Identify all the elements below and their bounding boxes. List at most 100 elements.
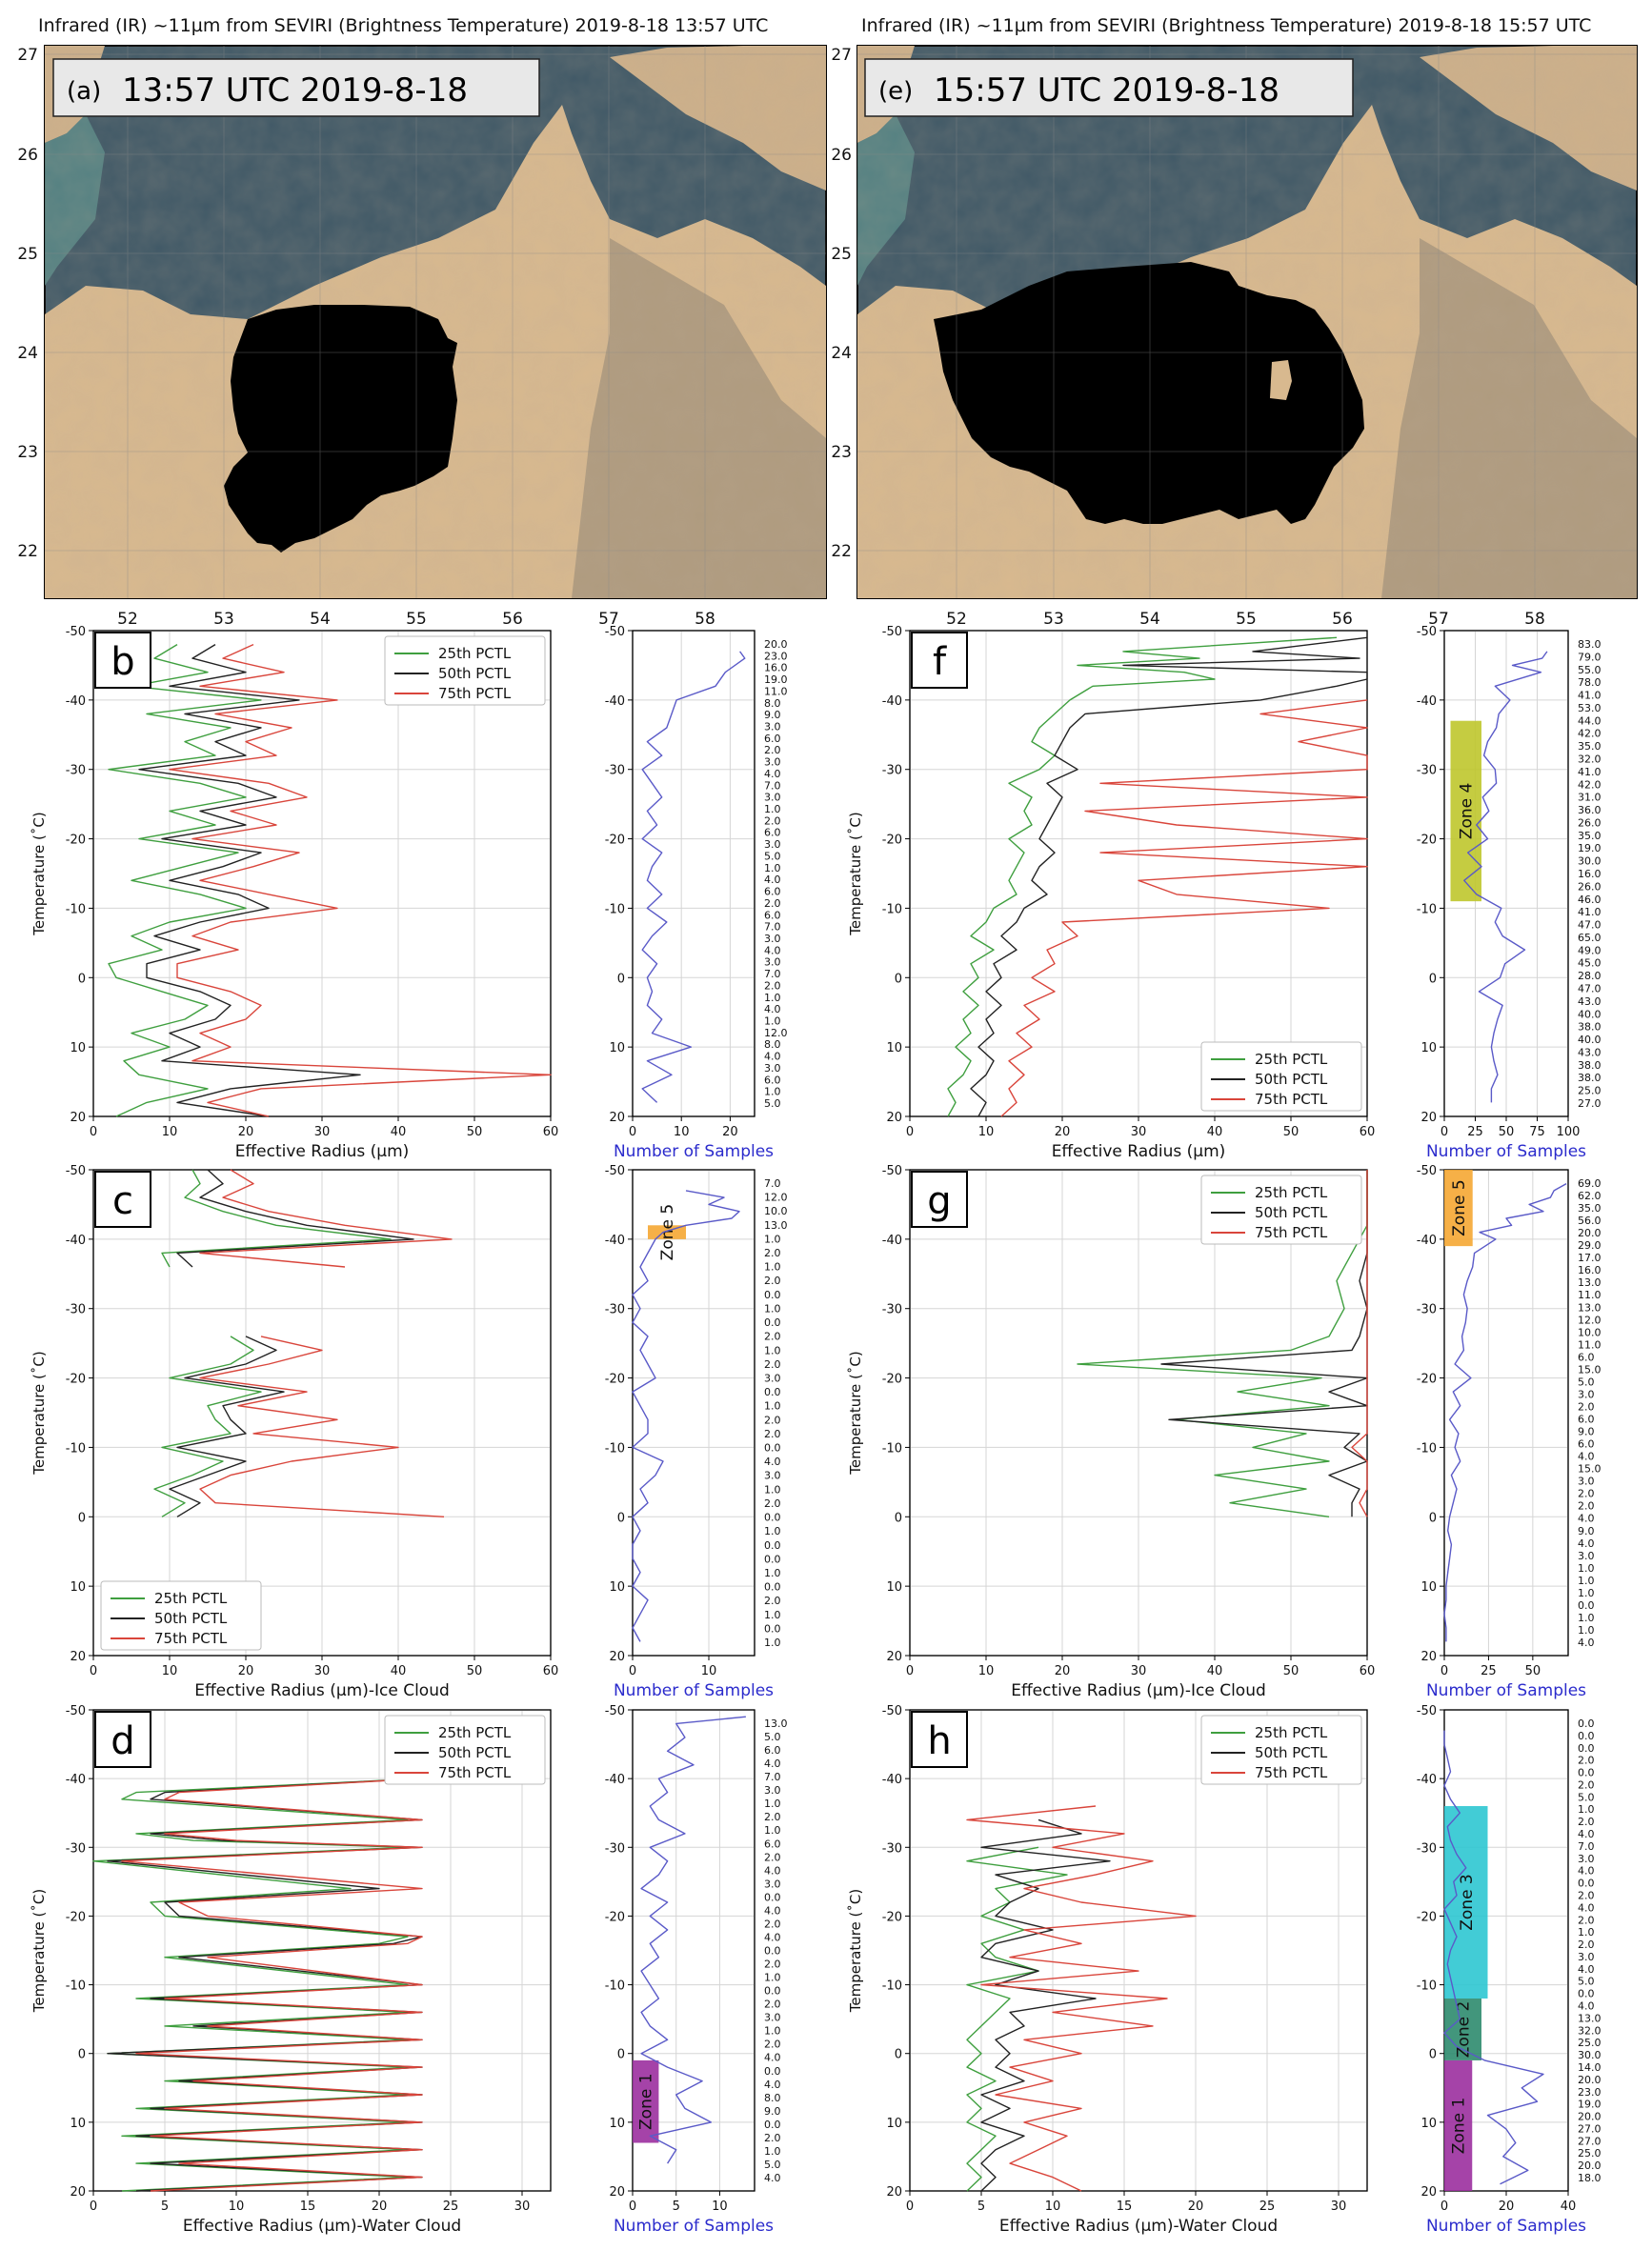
- sample-count-label: 2.0: [764, 1247, 781, 1259]
- legend-label: 25th PCTL: [438, 1724, 512, 1741]
- series-line: [966, 1805, 1197, 2192]
- x-tick-label: 20: [238, 1125, 254, 1139]
- y-tick-label: 20: [609, 1650, 625, 1664]
- lon-tick: 53: [213, 610, 234, 629]
- chart-c-samples: -50 -40 -30 -20 -10 0 10 20 0 10 Number of Samples…: [605, 1164, 788, 1700]
- y-tick-label: -30: [1417, 764, 1437, 778]
- legend-label: 75th PCTL: [438, 685, 512, 702]
- sample-count-label: 1.0: [764, 1233, 781, 1245]
- series-line: [138, 644, 361, 1117]
- sample-count-label: 9.0: [764, 709, 781, 721]
- y-tick-label: -20: [882, 1373, 902, 1387]
- lon-ticks: 52 53 54 55 56 57 58: [117, 610, 715, 629]
- x-tick-label: 25: [443, 2200, 459, 2214]
- sample-count-label: 40.0: [1578, 1008, 1602, 1020]
- x-tick-label: 5: [673, 2200, 680, 2214]
- sample-count-label: 3.0: [764, 721, 781, 733]
- y-tick-label: 0: [895, 1511, 902, 1525]
- lat-tick: 26: [17, 146, 38, 165]
- x-tick-label: 50: [1525, 1664, 1541, 1678]
- sample-count-label: 47.0: [1578, 983, 1602, 995]
- sample-count-label: 19.0: [764, 673, 788, 686]
- x-tick-label: 5: [977, 2200, 985, 2214]
- y-tick-label: -50: [882, 625, 902, 639]
- sample-count-label: 5.0: [1578, 1791, 1595, 1803]
- y-tick-label: -30: [66, 1303, 86, 1317]
- lon-tick: 57: [1428, 610, 1449, 629]
- sample-count-label: 8.0: [764, 697, 781, 710]
- sample-count-label: 3.0: [764, 1062, 781, 1075]
- x-axis-label: Effective Radius (μm)-Ice Cloud: [194, 1681, 450, 1700]
- map-grid: [857, 46, 1637, 598]
- x-tick-label: 50: [467, 1125, 483, 1139]
- lat-tick: 25: [831, 245, 852, 264]
- x-axis-label: Number of Samples: [614, 1681, 774, 1700]
- chart-f: -50 -40 -30 -20 -10 0 10 20 0 10 20 30 40 50 60 Effecti…: [847, 625, 1375, 1161]
- x-tick-label: 20: [1499, 2200, 1515, 2214]
- y-tick-label: -40: [605, 1234, 625, 1248]
- sample-count-label: 30.0: [1578, 855, 1602, 868]
- sample-count-label: 3.0: [764, 1372, 781, 1384]
- sample-count-label: 7.0: [764, 968, 781, 980]
- x-tick-label: 20: [1055, 1664, 1071, 1678]
- y-tick-label: -20: [1417, 834, 1437, 848]
- y-tick-label: -20: [66, 1373, 86, 1387]
- panel-letter-box: [94, 632, 151, 689]
- cloud-gap: [1270, 360, 1292, 400]
- chart-b: -50 -40 -30 -20 -10 0 10 20 0 10 20 30 40 50 60 Effecti…: [30, 625, 558, 1161]
- sample-count-label: 3.0: [764, 956, 781, 969]
- sample-count-label: 4.0: [764, 2052, 781, 2064]
- sample-count-label: 6.0: [764, 1074, 781, 1086]
- sample-count-label: 1.0: [764, 803, 781, 815]
- sample-count-label: 4.0: [764, 1758, 781, 1770]
- x-axis-label: Number of Samples: [1426, 1681, 1586, 1700]
- sample-count-label: 79.0: [1578, 651, 1602, 663]
- sample-count-label: 8.0: [764, 1038, 781, 1051]
- plot-border: [632, 1709, 755, 2192]
- x-tick-label: 30: [1331, 2200, 1347, 2214]
- sample-count-label: 9.0: [1578, 1426, 1595, 1438]
- legend-label: 25th PCTL: [1255, 1724, 1328, 1741]
- sample-count-label: 1.0: [764, 1400, 781, 1413]
- x-tick-label: 10: [162, 1125, 178, 1139]
- sample-count-label: 5.0: [764, 1097, 781, 1110]
- sample-count-label: 6.0: [764, 827, 781, 839]
- sample-count-label: 3.0: [764, 756, 781, 769]
- x-axis-label: Number of Samples: [614, 2217, 774, 2236]
- x-axis-label: Effective Radius (μm): [235, 1142, 410, 1161]
- sample-count-label: 36.0: [1578, 804, 1602, 816]
- legend-label: 25th PCTL: [154, 1590, 228, 1607]
- sample-count-label: 5.0: [764, 1731, 781, 1743]
- y-tick-label: -20: [1417, 1910, 1437, 1924]
- sample-count-label: 3.0: [1578, 1951, 1595, 1963]
- sample-count-label: 2.0: [764, 1959, 781, 1971]
- legend-label: 50th PCTL: [1255, 1204, 1328, 1221]
- y-tick-label: 10: [609, 2117, 625, 2131]
- sample-count-label: 45.0: [1578, 957, 1602, 970]
- y-tick-label: -40: [66, 1234, 86, 1248]
- sample-count-label: 2.0: [764, 1811, 781, 1823]
- lon-tick: 57: [598, 610, 619, 629]
- sample-count-label: 47.0: [1578, 919, 1602, 932]
- x-tick-label: 60: [1360, 1664, 1376, 1678]
- x-tick-label: 50: [467, 1664, 483, 1678]
- sample-count-label: 23.0: [764, 650, 788, 662]
- lat-tick: 25: [17, 245, 38, 264]
- lon-tick: 55: [406, 610, 427, 629]
- y-tick-label: -40: [605, 694, 625, 709]
- y-tick-label: 0: [617, 2048, 625, 2062]
- lat-tick: 22: [831, 542, 852, 561]
- sample-count-label: 38.0: [1578, 1021, 1602, 1034]
- sample-count-label: 2.0: [764, 1497, 781, 1510]
- y-tick-label: -30: [66, 1841, 86, 1856]
- y-tick-label: 20: [70, 1111, 86, 1125]
- sample-count-label: 0.0: [1578, 1767, 1595, 1779]
- x-tick-label: 50: [1283, 1664, 1299, 1678]
- sample-count-label: 25.0: [1578, 1085, 1602, 1097]
- sample-count-label: 35.0: [1578, 1202, 1602, 1215]
- sample-count-label: 0.0: [1578, 1599, 1595, 1612]
- plot-area: [909, 1709, 1368, 2192]
- y-tick-label: -10: [1417, 1979, 1437, 1994]
- sample-count-label: 46.0: [1578, 894, 1602, 906]
